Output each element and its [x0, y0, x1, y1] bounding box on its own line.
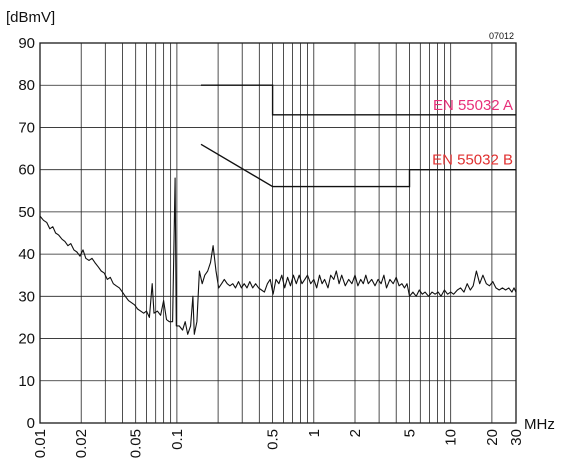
x-tick-label: 0.05: [128, 429, 145, 458]
figure-id: 07012: [489, 31, 514, 41]
x-axis-label: MHz: [524, 416, 555, 433]
limit-line: [200, 143, 516, 188]
x-tick-label: 1: [306, 429, 323, 437]
y-tick-label: 40: [18, 246, 35, 263]
limit-line-label: EN 55032 B: [432, 152, 513, 169]
x-tick-label: 0.5: [265, 429, 282, 450]
x-tick-label: 20: [484, 429, 501, 446]
y-tick-label: 10: [18, 373, 35, 390]
x-tick-label: 10: [443, 429, 460, 446]
x-tick-label: 0.01: [32, 429, 49, 458]
y-tick-label: 50: [18, 204, 35, 221]
x-tick-label: 5: [401, 429, 418, 437]
x-tick-label: 0.02: [73, 429, 90, 458]
y-tick-label: 60: [18, 162, 35, 179]
label-layer: 0 10 20 30 40 50 60 70 80 90 0.01 0.02 0.05 0.1 0.5 1 2 5…: [6, 9, 555, 458]
y-tick-label: 30: [18, 288, 35, 305]
y-axis-label: [dBmV]: [6, 9, 55, 26]
y-tick-label: 0: [27, 415, 35, 432]
y-tick-label: 20: [18, 331, 35, 348]
x-tick-label: 2: [347, 429, 364, 437]
y-tick-label: 80: [18, 77, 35, 94]
limit-line: [201, 84, 516, 116]
grid-layer: [39, 42, 517, 424]
limit-line-label: EN 55032 A: [433, 97, 513, 114]
y-tick-label: 70: [18, 119, 35, 136]
limit-lines: EN 55032 A EN 55032 B: [200, 84, 516, 188]
x-tick-label: 0.1: [169, 429, 186, 450]
x-tick-label: 30: [508, 429, 525, 446]
series-line: [39, 177, 517, 335]
y-tick-label: 90: [18, 35, 35, 52]
series-layer: [39, 177, 517, 335]
